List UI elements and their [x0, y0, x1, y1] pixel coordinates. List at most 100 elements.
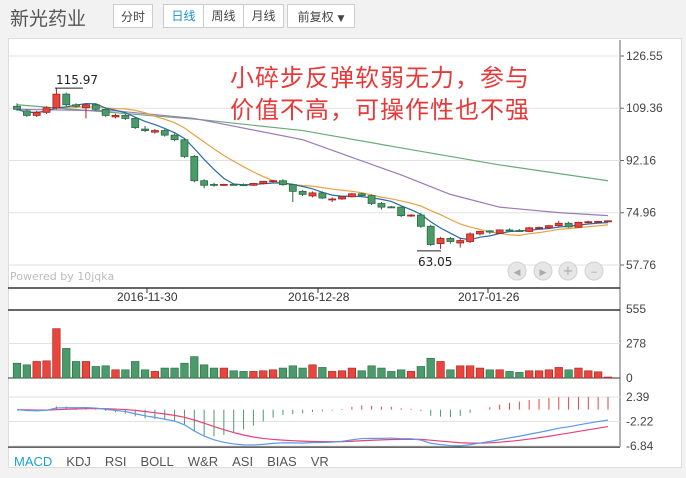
candle-body: [308, 192, 317, 197]
volume-bar: [62, 348, 71, 379]
candle-body: [357, 193, 366, 197]
tab-wr[interactable]: W&R: [187, 454, 219, 469]
volume-bar: [505, 371, 514, 379]
candle-body: [13, 105, 21, 110]
candle-body: [111, 114, 120, 118]
candle-body: [200, 180, 209, 186]
candle-body: [446, 238, 455, 242]
candle-body: [239, 184, 248, 187]
volume-bar: [72, 361, 81, 379]
candle-body: [495, 229, 504, 234]
volume-bar: [446, 369, 455, 379]
volume-bar: [347, 367, 357, 379]
macd-tick-label: -2.22: [626, 414, 654, 428]
date-label: 2017-01-26: [458, 290, 520, 304]
volume-bar: [328, 371, 337, 379]
volume-bar: [150, 371, 160, 379]
candle-body: [279, 180, 287, 186]
candle-body: [22, 110, 31, 116]
volume-bar: [387, 371, 396, 379]
macd-tick-label: 2.39: [626, 390, 650, 404]
scroll-left-icon: ◀: [514, 268, 521, 278]
candle-body: [367, 195, 376, 204]
candle-body: [72, 104, 80, 107]
volume-bar: [515, 372, 524, 379]
candle-body: [131, 118, 140, 128]
volume-bar: [200, 364, 209, 379]
ma60-line: [16, 104, 609, 182]
ma20-line: [16, 108, 609, 217]
volume-bar: [298, 367, 307, 379]
adjust-dropdown[interactable]: 前复权 ▼: [287, 4, 355, 28]
zoom-out-button[interactable]: [584, 261, 604, 281]
candle-body: [318, 192, 327, 199]
date-label: 2016-12-28: [288, 290, 350, 304]
candle-body: [91, 104, 100, 110]
tab-macd[interactable]: MACD: [14, 454, 53, 469]
candle-body: [121, 114, 130, 119]
high-label: 115.97: [56, 73, 98, 87]
volume-bar: [436, 361, 445, 379]
adjust-label: 前复权: [297, 10, 334, 24]
candle-body: [545, 225, 553, 229]
ma5-line: [16, 102, 609, 241]
candle-body: [298, 190, 307, 195]
candle-body: [249, 183, 258, 186]
scroll-left-button[interactable]: [507, 261, 527, 281]
candle-body: [387, 206, 396, 209]
tab-bias[interactable]: BIAS: [267, 454, 297, 469]
candle-body: [210, 183, 218, 186]
candle-body: [426, 225, 435, 245]
price-tick-label: 57.76: [626, 258, 656, 272]
volume-bar: [485, 369, 494, 379]
ma10-line: [16, 106, 609, 236]
candle-body: [288, 184, 297, 192]
volume-bar: [160, 367, 169, 379]
tab-asi[interactable]: ASI: [232, 454, 254, 469]
candle-body: [397, 206, 406, 217]
tab-vr[interactable]: VR: [310, 454, 329, 469]
chart-panel: [8, 38, 682, 468]
volume-bar: [367, 365, 376, 379]
volume-bar: [91, 366, 100, 379]
volume-bar: [229, 370, 238, 379]
volume-tick-label: 0: [626, 371, 633, 385]
zoom-in-button[interactable]: [558, 261, 578, 281]
monthly-tab[interactable]: 月线: [251, 9, 276, 23]
intraday-button[interactable]: 分时: [113, 4, 153, 28]
tab-rsi[interactable]: RSI: [104, 454, 127, 469]
zoom-in-icon: +: [563, 264, 574, 279]
scroll-right-button[interactable]: [533, 261, 553, 281]
caret-down-icon: ▼: [337, 14, 345, 24]
candle-body: [160, 130, 169, 136]
weekly-tab[interactable]: 周线: [204, 5, 244, 27]
candle-body: [32, 111, 41, 116]
volume-bar: [495, 369, 504, 379]
volume-tick-label: 278: [626, 336, 646, 350]
date-label: 2016-11-30: [117, 290, 178, 304]
tab-kdj[interactable]: KDJ: [66, 454, 91, 469]
candle-body: [456, 240, 465, 244]
price-tick-label: 109.36: [626, 101, 663, 115]
volume-bar: [564, 369, 573, 379]
volume-bar: [111, 369, 120, 379]
volume-bar: [131, 361, 140, 379]
candle-body: [82, 104, 90, 109]
volume-bar: [121, 369, 130, 379]
volume-bar: [456, 365, 465, 379]
candle-body: [554, 222, 563, 227]
volume-bar: [397, 369, 406, 379]
volume-bar: [249, 371, 258, 379]
volume-bar: [101, 365, 110, 379]
scroll-right-icon: ▶: [540, 268, 547, 278]
tab-boll[interactable]: BOLL: [140, 454, 174, 469]
macd-tick-label: -6.84: [626, 439, 654, 453]
daily-tab[interactable]: 日线: [164, 5, 204, 27]
candle-body: [101, 108, 110, 116]
volume-bar: [574, 367, 583, 379]
volume-bar: [318, 367, 327, 379]
volume-bar: [81, 361, 91, 379]
candle-body: [42, 107, 51, 113]
volume-bar: [219, 367, 228, 379]
